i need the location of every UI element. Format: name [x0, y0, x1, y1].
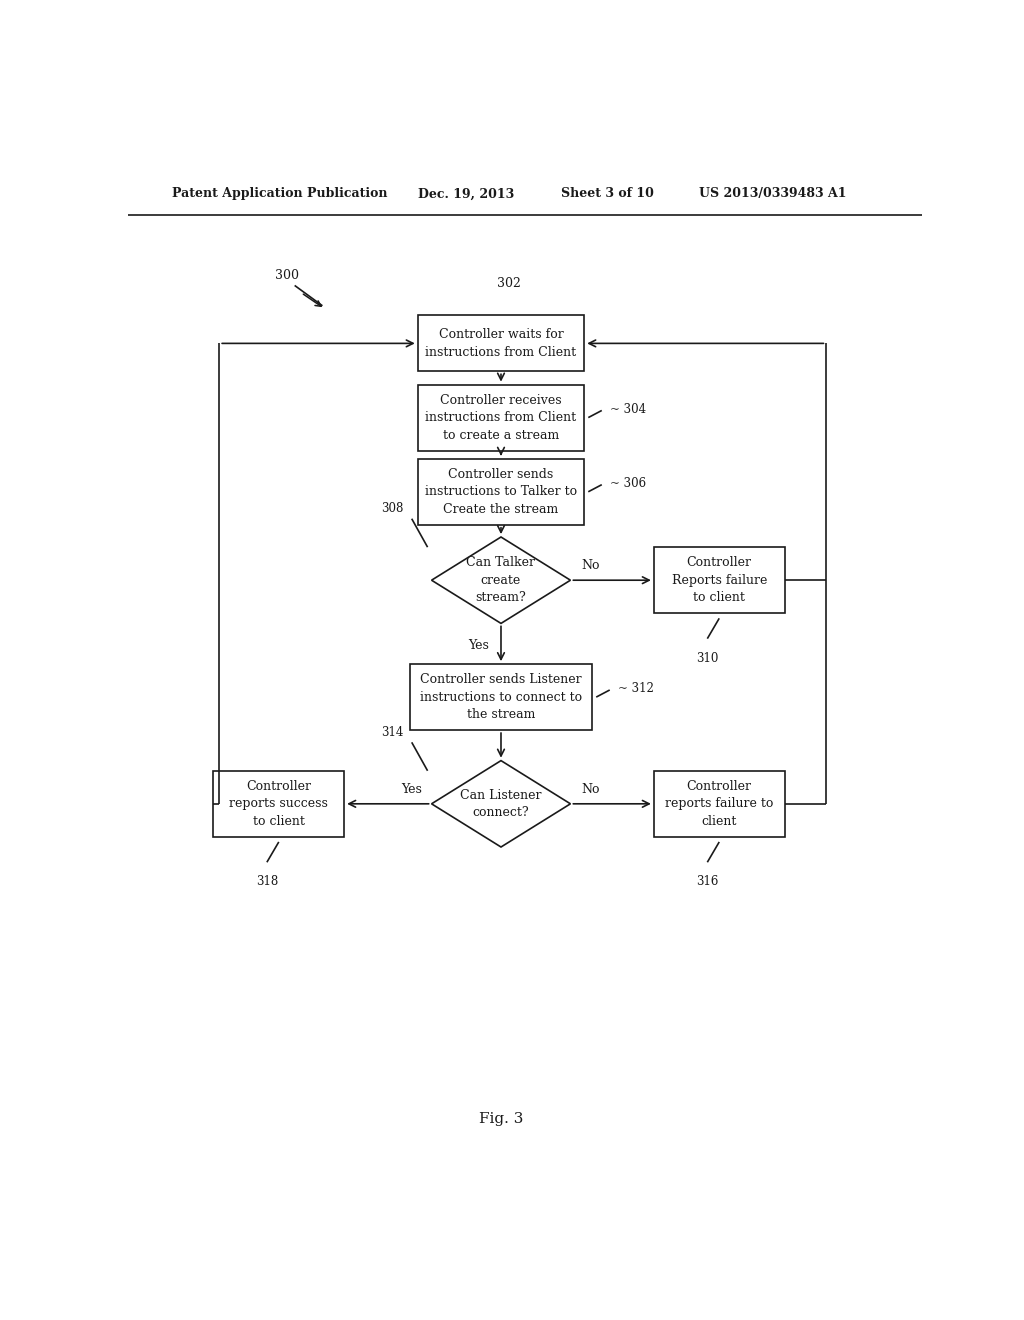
Text: Controller
Reports failure
to client: Controller Reports failure to client: [672, 556, 767, 605]
Polygon shape: [431, 760, 570, 847]
Text: Can Talker
create
stream?: Can Talker create stream?: [467, 556, 536, 605]
Text: Controller receives
instructions from Client
to create a stream: Controller receives instructions from Cl…: [425, 393, 577, 442]
Text: 302: 302: [497, 277, 521, 290]
Text: Sheet 3 of 10: Sheet 3 of 10: [560, 187, 653, 201]
Text: Controller
reports success
to client: Controller reports success to client: [229, 780, 329, 828]
Text: Dec. 19, 2013: Dec. 19, 2013: [418, 187, 514, 201]
Text: Fig. 3: Fig. 3: [479, 1111, 523, 1126]
Text: ~ 312: ~ 312: [617, 682, 653, 696]
Text: Controller sends
instructions to Talker to
Create the stream: Controller sends instructions to Talker …: [425, 467, 578, 516]
Text: Controller sends Listener
instructions to connect to
the stream: Controller sends Listener instructions t…: [420, 673, 582, 721]
FancyBboxPatch shape: [653, 548, 784, 614]
Text: No: No: [581, 560, 599, 573]
FancyBboxPatch shape: [418, 315, 585, 371]
Text: ~ 304: ~ 304: [609, 403, 646, 416]
FancyBboxPatch shape: [653, 771, 784, 837]
Text: Yes: Yes: [401, 783, 422, 796]
Text: 310: 310: [696, 652, 719, 665]
Polygon shape: [431, 537, 570, 623]
Text: Controller waits for
instructions from Client: Controller waits for instructions from C…: [425, 329, 577, 359]
Text: 308: 308: [381, 502, 403, 515]
Text: US 2013/0339483 A1: US 2013/0339483 A1: [699, 187, 847, 201]
Text: Patent Application Publication: Patent Application Publication: [172, 187, 387, 201]
Text: Can Listener
connect?: Can Listener connect?: [460, 788, 542, 820]
Text: 314: 314: [381, 726, 403, 739]
Text: 318: 318: [256, 875, 278, 888]
Text: 316: 316: [696, 875, 719, 888]
Text: Controller
reports failure to
client: Controller reports failure to client: [665, 780, 773, 828]
FancyBboxPatch shape: [418, 384, 585, 450]
FancyBboxPatch shape: [410, 664, 592, 730]
Text: ~ 306: ~ 306: [609, 477, 646, 490]
FancyBboxPatch shape: [418, 459, 585, 525]
FancyBboxPatch shape: [213, 771, 344, 837]
Text: 300: 300: [274, 269, 299, 281]
Text: No: No: [581, 783, 599, 796]
Text: Yes: Yes: [468, 639, 489, 652]
